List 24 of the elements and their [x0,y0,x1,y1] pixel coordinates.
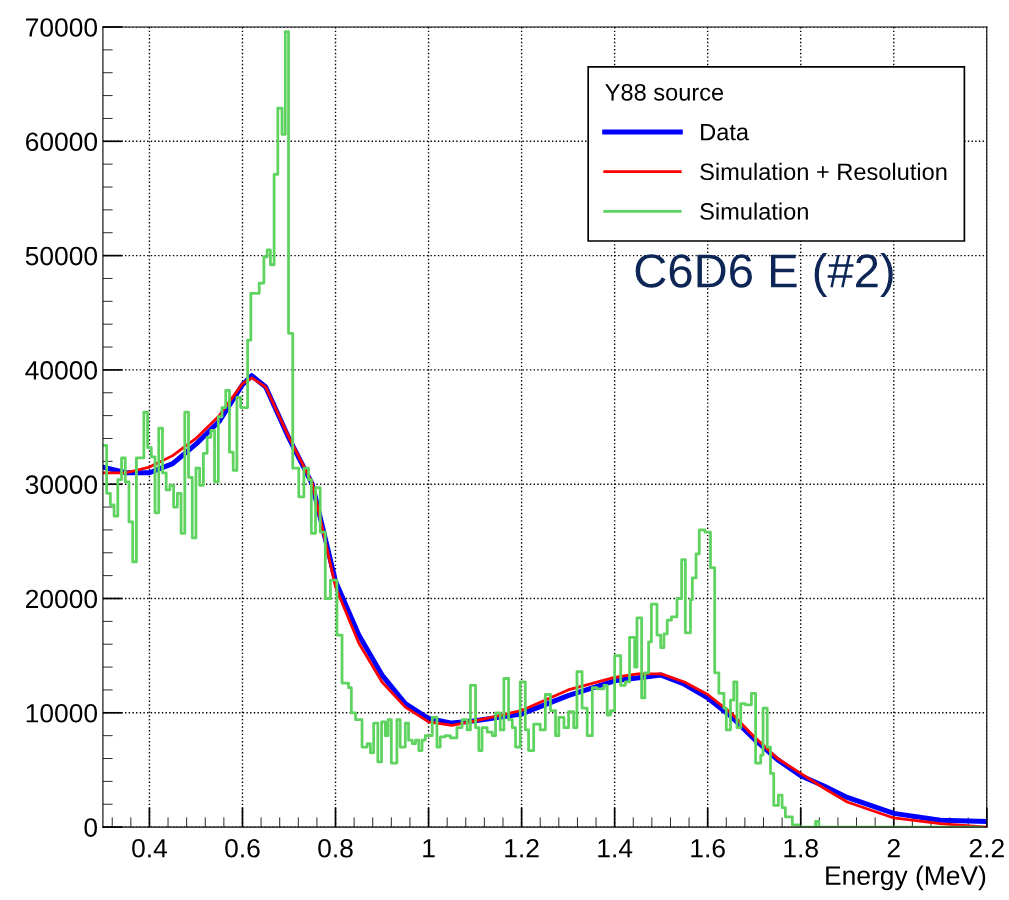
legend-label: Simulation + Resolution [700,162,947,181]
y-tick-label: 50000 [25,246,98,266]
x-tick-label: 1.2 [505,838,539,858]
legend-label: Data [701,123,750,141]
y-tick-label: 40000 [25,361,98,380]
y-tick-label: 30000 [25,475,98,495]
x-tick-label: 1.6 [691,838,725,858]
x-tick-label: 2 [887,838,900,858]
x-tick-label: 1.8 [784,838,818,858]
y-tick-label: 60000 [26,132,98,152]
x-tick-label: 1.4 [598,839,633,858]
annotation: C6D6 E (#2) [635,253,893,298]
y-tick-label: 10000 [26,703,98,723]
x-tick-label: 0.8 [318,838,353,858]
x-axis-title: Energy (MeV) [826,865,986,891]
x-tick-label: 1 [423,839,435,858]
legend-title: Y88 source [605,83,724,101]
x-tick-label: 0.6 [225,838,260,858]
x-tick-label: 0.4 [132,838,168,858]
y-tick-label: 20000 [26,589,98,609]
y-tick-label: 70000 [26,18,98,37]
x-tick-label: 2.2 [969,838,1004,858]
y-tick-label: 0 [84,818,98,837]
legend-label: Simulation [700,202,808,220]
